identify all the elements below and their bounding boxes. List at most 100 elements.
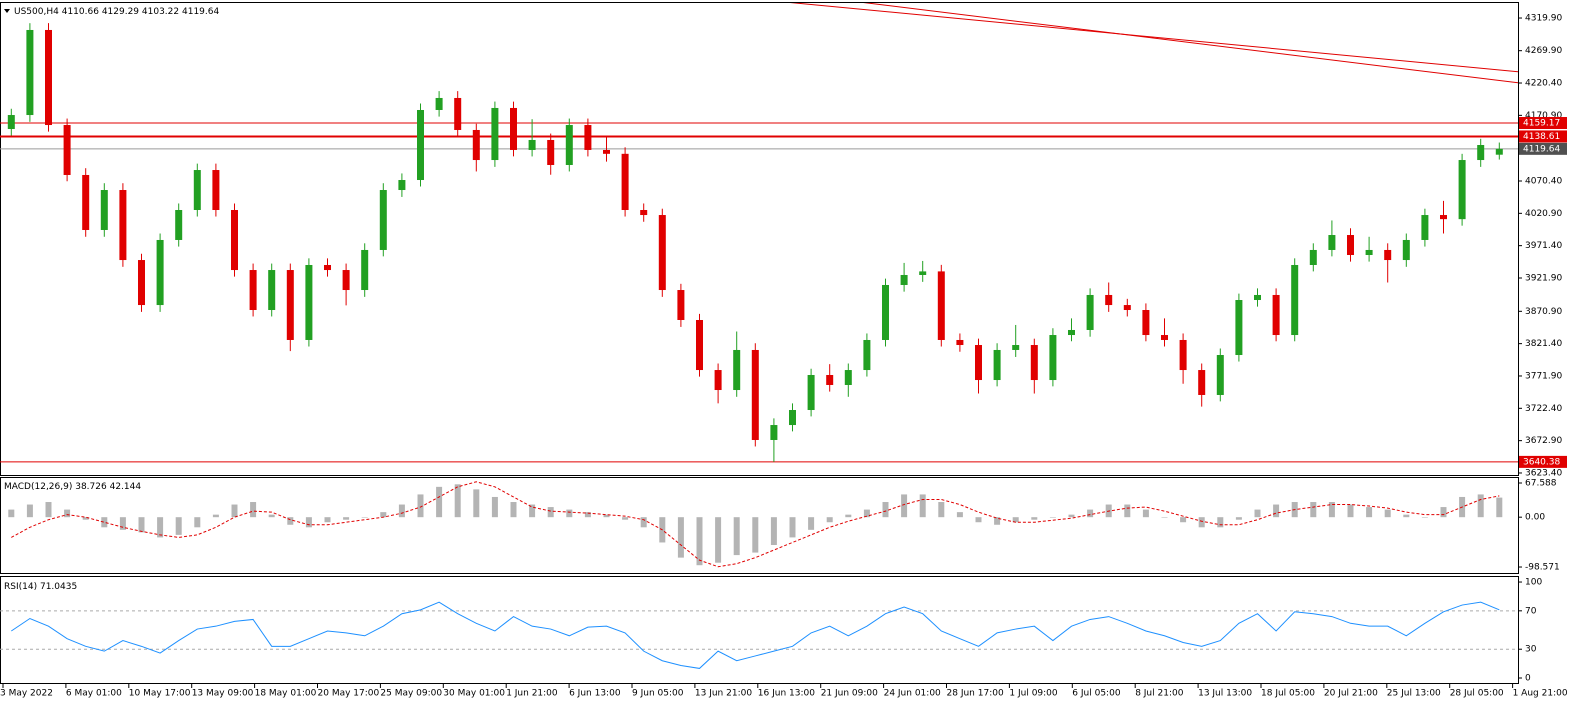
x-tick-label: 6 May 01:00: [66, 689, 122, 699]
y-tick-label: 100: [1525, 578, 1542, 588]
candle-body: [193, 170, 201, 210]
macd-bar: [640, 517, 647, 528]
low: 4103.22: [142, 7, 179, 17]
y-tick-label: 3771.90: [1525, 371, 1562, 381]
macd-bar: [454, 484, 461, 518]
macd-bar: [696, 517, 703, 566]
candle-body: [1309, 249, 1317, 265]
candle-body: [1291, 264, 1299, 336]
y-tick-label: 3722.40: [1525, 404, 1562, 414]
y-tick-label: 0.00: [1525, 513, 1545, 523]
candle-body: [714, 370, 722, 391]
price-tag: [1519, 117, 1567, 130]
macd-bar: [380, 512, 387, 518]
x-tick-label: 28 Jul 05:00: [1450, 689, 1504, 699]
y-tick-label: 4269.90: [1525, 46, 1562, 56]
candle-body: [956, 339, 964, 346]
x-tick-label: 25 Jul 13:00: [1387, 689, 1441, 699]
candle-body: [268, 270, 276, 311]
candle-body: [658, 215, 666, 291]
macd-bar: [436, 486, 443, 518]
candle-body: [1458, 160, 1466, 220]
rsi-title: RSI(14): [4, 582, 37, 592]
candle-body: [324, 264, 331, 271]
y-tick-label: 4220.40: [1525, 79, 1562, 89]
macd-bar: [250, 502, 257, 518]
candle-body: [1272, 294, 1280, 336]
candle-body: [882, 284, 889, 340]
macd-bar: [194, 517, 201, 528]
candle-body: [528, 139, 536, 150]
x-tick-label: 6 Jun 13:00: [569, 689, 621, 699]
y-tick-label: -98.571: [1525, 563, 1560, 573]
candle-body: [1123, 305, 1131, 311]
candle-body: [510, 107, 517, 150]
macd-bar: [566, 509, 573, 518]
candle-body: [1012, 345, 1020, 350]
candle-body: [119, 190, 127, 261]
candle-body: [379, 190, 387, 250]
macd-bar: [1366, 507, 1373, 518]
x-tick-label: 9 Jun 05:00: [632, 689, 684, 699]
macd-bar: [1273, 504, 1280, 518]
macd-bar: [473, 489, 480, 518]
candle-body: [1068, 329, 1075, 336]
macd-bar: [1068, 514, 1075, 518]
macd-bar: [752, 517, 759, 553]
price-tag: [1519, 142, 1567, 155]
macd-bar: [231, 504, 238, 518]
candle-body: [82, 174, 90, 230]
signal-value: 42.144: [110, 482, 142, 492]
candle-body: [603, 149, 610, 154]
macd-bar: [622, 517, 629, 520]
macd-bar: [491, 496, 498, 518]
macd-bar: [1031, 517, 1038, 520]
macd-bar: [1049, 517, 1056, 518]
rsi-panel: [0, 576, 1519, 684]
main-panel: [0, 2, 1519, 476]
macd-bar: [715, 517, 722, 563]
macd-bar: [845, 514, 852, 518]
candle-body: [435, 97, 443, 110]
y-tick-label: 3921.90: [1525, 273, 1562, 283]
x-tick-label: 13 Jul 13:00: [1198, 689, 1252, 699]
candle-body: [621, 153, 629, 210]
macd-bar: [1310, 502, 1317, 518]
x-tick-label: 20 Jul 21:00: [1324, 689, 1378, 699]
macd-bar: [1496, 497, 1503, 518]
candle-body: [1105, 294, 1113, 306]
macd-bar: [398, 504, 405, 518]
candle-body: [1477, 145, 1485, 161]
close: 4119.64: [182, 7, 219, 17]
candle-body: [1384, 249, 1392, 261]
candle-body: [770, 425, 778, 440]
x-tick-label: 18 May 01:00: [255, 689, 317, 699]
y-tick-label: 30: [1525, 645, 1537, 655]
macd-bar: [529, 504, 536, 518]
y-tick-label: 3971.40: [1525, 241, 1562, 251]
macd-bar: [1477, 494, 1484, 518]
macd-bar: [1421, 517, 1428, 518]
macd-value: 38.726: [75, 482, 107, 492]
macd-bar: [1235, 517, 1242, 520]
macd-bar: [212, 514, 219, 518]
macd-bar: [1124, 504, 1131, 518]
candle-body: [1030, 345, 1038, 381]
macd-bar: [1161, 517, 1168, 518]
candle-body: [361, 249, 369, 291]
collapse-icon[interactable]: [4, 9, 10, 13]
macd-bar: [733, 517, 740, 556]
candle-body: [975, 345, 982, 381]
macd-bar: [603, 514, 610, 518]
x-tick-label: 20 May 17:00: [318, 689, 380, 699]
candle-body: [1142, 310, 1150, 336]
macd-bar: [1403, 514, 1410, 518]
candle-body: [547, 139, 555, 165]
y-tick-label: 4170.90: [1525, 111, 1562, 121]
price-tag-label: 4159.17: [1523, 119, 1560, 129]
x-tick-label: 25 May 09:00: [380, 689, 442, 699]
macd-bar: [157, 517, 164, 538]
candle-body: [1254, 294, 1261, 301]
